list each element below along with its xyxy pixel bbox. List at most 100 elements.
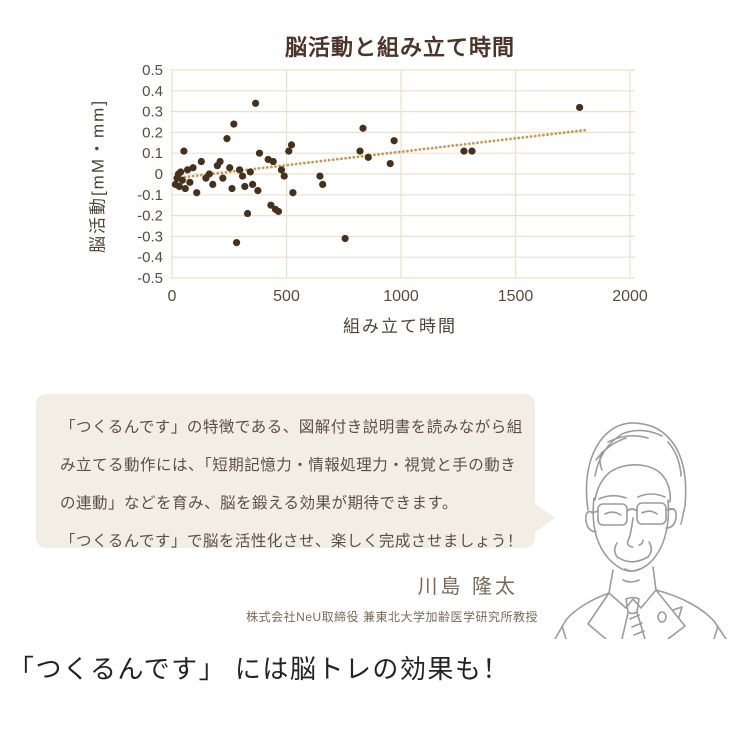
y-tick-label: 0.5 bbox=[142, 62, 163, 79]
professor-hair-icon bbox=[585, 422, 687, 525]
y-tick-label: 0.4 bbox=[142, 83, 163, 100]
y-tick-label: -0.1 bbox=[137, 187, 163, 204]
trend-dot bbox=[377, 152, 380, 156]
trend-dot bbox=[418, 148, 422, 151]
scatter-point bbox=[243, 209, 252, 218]
y-tick-label: 0.2 bbox=[142, 124, 163, 141]
scatter-point bbox=[223, 135, 231, 143]
trend-dot bbox=[331, 158, 335, 162]
chart-plot: 0.5 0.4 0.3 0.2 0.1 0 -0.1 -0.2 -0.3 -0.4 -0.5 0 500… bbox=[137, 62, 648, 305]
trend-dot bbox=[344, 156, 347, 160]
lapel-pin-icon bbox=[657, 611, 667, 623]
trend-dot bbox=[414, 148, 418, 152]
y-tick-label: -0.4 bbox=[137, 249, 163, 266]
trend-dot bbox=[195, 174, 199, 178]
scatter-point bbox=[209, 180, 217, 188]
speech-bubble: 「つくるんです」の特徴である、図解付き説明書を読みながら組 み立てる動作には、「… bbox=[36, 394, 535, 550]
trend-dot bbox=[566, 130, 570, 134]
trend-dot bbox=[509, 137, 512, 141]
trend-dot bbox=[406, 149, 409, 153]
scatter-point bbox=[189, 164, 197, 172]
trend-dot bbox=[340, 157, 343, 161]
y-axis-label: 脳活動[mM・mm] bbox=[88, 98, 108, 254]
trend-dot bbox=[191, 174, 195, 178]
scatter-point bbox=[319, 180, 327, 188]
trend-dot bbox=[307, 161, 310, 164]
footer-headline: 「つくるんです」 には脳トレの効果も！ bbox=[8, 654, 510, 684]
scatter-point bbox=[386, 160, 394, 168]
trend-dot bbox=[381, 152, 385, 156]
scatter-point bbox=[576, 103, 584, 112]
y-tick-label: 0.3 bbox=[142, 104, 163, 121]
trend-dot bbox=[537, 134, 541, 137]
trend-dot bbox=[212, 172, 216, 176]
trend-dot bbox=[434, 146, 438, 150]
scatter-point bbox=[277, 166, 286, 174]
trend-dot bbox=[327, 158, 331, 162]
trend-dot bbox=[459, 143, 463, 147]
scatter-point bbox=[228, 184, 236, 193]
trend-dot bbox=[455, 143, 459, 147]
person-title: 株式会社NeU取締役 兼東北大学加齢医学研究所教授 bbox=[246, 610, 538, 624]
trend-dot bbox=[269, 165, 273, 169]
bubble-text-line: の連動」などを育み、脳を鍛える効果が期待できます。 bbox=[60, 495, 458, 512]
trend-dot bbox=[513, 137, 516, 140]
trend-dot bbox=[484, 140, 488, 144]
scatter-point bbox=[267, 201, 275, 209]
trend-dot bbox=[261, 166, 265, 170]
trend-dot bbox=[517, 136, 521, 140]
trend-dot bbox=[500, 138, 504, 142]
trend-dot bbox=[393, 151, 397, 154]
scatter-point bbox=[205, 170, 213, 178]
scatter-point bbox=[249, 180, 257, 188]
trend-dot bbox=[257, 166, 261, 170]
x-tick-label: 2000 bbox=[612, 288, 648, 305]
trend-dot bbox=[224, 170, 228, 174]
trend-dot bbox=[302, 161, 306, 165]
scatter-point bbox=[183, 166, 192, 174]
trend-dot bbox=[298, 162, 302, 165]
scatter-point bbox=[285, 147, 293, 155]
speech-bubble-tail bbox=[534, 503, 555, 533]
scatter-point bbox=[197, 157, 205, 166]
trend-dot bbox=[488, 139, 492, 143]
x-axis-label: 組み立て時間 bbox=[343, 317, 457, 336]
y-tick-label: 0.1 bbox=[142, 145, 163, 162]
trend-dot bbox=[504, 138, 508, 141]
scatter-point bbox=[177, 168, 185, 176]
scatter-point bbox=[287, 141, 296, 149]
trend-dot bbox=[199, 173, 203, 177]
trend-dot bbox=[546, 133, 549, 136]
scatter-point bbox=[289, 189, 297, 197]
trend-dot bbox=[410, 149, 413, 152]
trend-dot bbox=[492, 139, 496, 143]
credit-block: 川島 隆太 株式会社NeU取締役 兼東北大学加齢医学研究所教授 bbox=[140, 570, 538, 625]
trend-dot bbox=[550, 132, 554, 136]
scatter-point bbox=[181, 184, 189, 193]
scatter-point bbox=[216, 157, 224, 166]
trend-dot bbox=[265, 166, 269, 169]
scatter-point bbox=[364, 153, 372, 161]
trend-dot bbox=[463, 142, 467, 146]
bubble-text-line: み立てる動作には、「短期記憶力・情報処理力・視覚と手の動き bbox=[60, 457, 517, 474]
y-tick-label: -0.2 bbox=[137, 208, 163, 225]
scatter-point bbox=[186, 178, 194, 186]
scatter-point bbox=[246, 168, 254, 176]
trend-dot bbox=[290, 163, 294, 166]
trend-dot bbox=[401, 150, 405, 153]
x-tick-label: 1000 bbox=[383, 288, 419, 305]
trend-dot bbox=[360, 154, 364, 158]
scatter-point bbox=[226, 164, 234, 172]
trend-dot bbox=[521, 136, 525, 139]
trend-dot bbox=[443, 145, 446, 149]
scatter-point bbox=[269, 157, 277, 166]
trend-dot bbox=[319, 159, 323, 163]
scatter-point bbox=[390, 137, 398, 145]
professor-face-icon bbox=[585, 493, 677, 583]
scatter-point bbox=[460, 147, 468, 155]
trend-dot bbox=[558, 131, 562, 135]
trend-dot bbox=[422, 147, 426, 151]
trend-dot bbox=[187, 175, 191, 178]
trend-dot bbox=[348, 156, 352, 160]
